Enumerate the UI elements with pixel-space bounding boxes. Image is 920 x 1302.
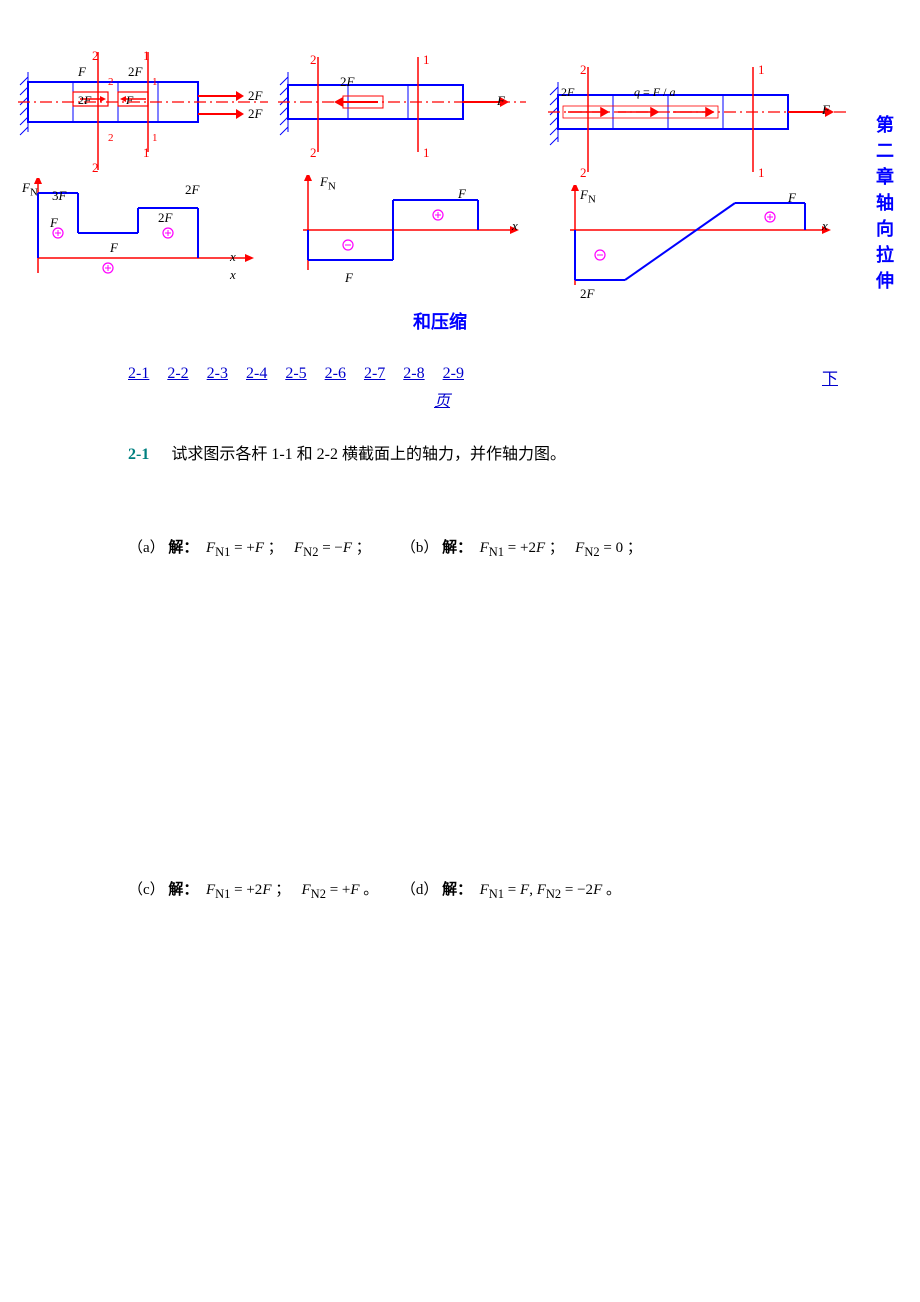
- diagram-c-fn: [555, 185, 845, 305]
- label-b-Fbot: F: [345, 270, 353, 286]
- label-c-s2b: 2: [580, 165, 587, 181]
- label-b-x: x: [512, 218, 518, 234]
- label-a-2F-p2: 2F: [158, 210, 172, 226]
- label-a-F2: F: [50, 215, 58, 231]
- label-a-sec2-inner-t: 2: [108, 76, 114, 88]
- label-b-s1b: 1: [423, 145, 430, 161]
- label-a-sec1-inner-b: 1: [152, 132, 158, 144]
- label-a-sec2-inner-b: 2: [108, 132, 114, 144]
- answer-a-word: 解：: [168, 540, 198, 556]
- label-b-s1t: 1: [423, 52, 430, 68]
- label-b-Ftop: F: [458, 186, 466, 202]
- page: F 2F 2F F 2F 2F 2 2 1 1 2 2 1 1 FN 3F F …: [0, 0, 920, 1302]
- answer-row-2: （c） 解： FN1 = +2F ； FN2 = +F 。 （d） 解： FN1…: [128, 878, 621, 902]
- nav-2-6[interactable]: 2-6: [325, 365, 346, 382]
- nav-2-1[interactable]: 2-1: [128, 365, 149, 382]
- label-a-2F-top: 2F: [128, 64, 142, 80]
- label-b-s2b: 2: [310, 145, 317, 161]
- problem-text: 试求图示各杆 1-1 和 2-2 横截面上的轴力，并作轴力图。: [171, 446, 566, 463]
- label-a-sec1-inner-t: 1: [152, 76, 158, 88]
- label-c-FN: FN: [580, 187, 596, 206]
- answer-c-word: 解：: [168, 882, 198, 898]
- label-c-2Fb: 2F: [580, 286, 594, 302]
- diagram-c-beam: [548, 62, 848, 182]
- nav-next-bottom[interactable]: 页: [434, 393, 450, 410]
- nav-2-7[interactable]: 2-7: [364, 365, 385, 382]
- nav-2-4[interactable]: 2-4: [246, 365, 267, 382]
- label-b-s2t: 2: [310, 52, 317, 68]
- label-c-F: F: [822, 102, 830, 118]
- label-a-2F-r2: 2F: [248, 106, 262, 122]
- label-b-F: F: [497, 93, 505, 109]
- label-a-x: x: [230, 249, 236, 265]
- label-a-F-mid: F: [126, 93, 133, 108]
- label-a-2F-left: 2F: [78, 93, 91, 108]
- nav-2-3[interactable]: 2-3: [207, 365, 228, 382]
- label-a-FN: FN: [22, 180, 38, 199]
- label-a-x2: x: [230, 267, 236, 283]
- label-c-x: x: [822, 218, 828, 234]
- answer-b-label: （b）: [401, 540, 439, 556]
- label-a-3F: 3F: [52, 188, 66, 204]
- label-a-2F-p1: 2F: [185, 182, 199, 198]
- answer-row-1: （a） 解： FN1 = +F ； FN2 = −F ； （b） 解： FN1 …: [128, 536, 642, 560]
- answer-d-word: 解：: [442, 882, 472, 898]
- diagram-b-fn: [288, 175, 528, 295]
- nav-2-5[interactable]: 2-5: [285, 365, 306, 382]
- label-a-sec1-top: 1: [143, 48, 150, 64]
- label-a-2F-r1: 2F: [248, 88, 262, 104]
- answer-a-label: （a）: [128, 540, 165, 556]
- nav-2-2[interactable]: 2-2: [167, 365, 188, 382]
- answer-c-label: （c）: [128, 882, 165, 898]
- label-a-sec2-bot: 2: [92, 160, 99, 176]
- label-a-Fr: F: [110, 240, 118, 256]
- nav-2-8[interactable]: 2-8: [403, 365, 424, 382]
- answer-d-label: （d）: [401, 882, 439, 898]
- answer-b-word: 解：: [442, 540, 472, 556]
- chapter-title-vertical: 第二章 轴向拉伸: [875, 112, 895, 294]
- nav-2-9[interactable]: 2-9: [443, 365, 464, 382]
- label-c-q: q = F / a: [634, 85, 675, 100]
- nav-next-top[interactable]: 下: [822, 371, 838, 388]
- label-c-s1b: 1: [758, 165, 765, 181]
- label-a-sec2-top: 2: [92, 48, 99, 64]
- label-c-s1t: 1: [758, 62, 765, 78]
- label-b-2F: 2F: [340, 74, 354, 90]
- label-b-FN: FN: [320, 174, 336, 193]
- section-nav: 2-1 2-2 2-3 2-4 2-5 2-6 2-7 2-8 2-9 下 页: [128, 365, 828, 383]
- label-a-sec1-bot: 1: [143, 145, 150, 161]
- label-c-2F: 2F: [561, 85, 574, 100]
- chapter-subtitle: 和压缩: [0, 308, 880, 334]
- problem-2-1: 2-1 试求图示各杆 1-1 和 2-2 横截面上的轴力，并作轴力图。: [128, 440, 566, 464]
- label-c-s2t: 2: [580, 62, 587, 78]
- label-c-Ftop: F: [788, 190, 796, 206]
- problem-number: 2-1: [128, 446, 149, 463]
- label-a-F: F: [78, 64, 86, 80]
